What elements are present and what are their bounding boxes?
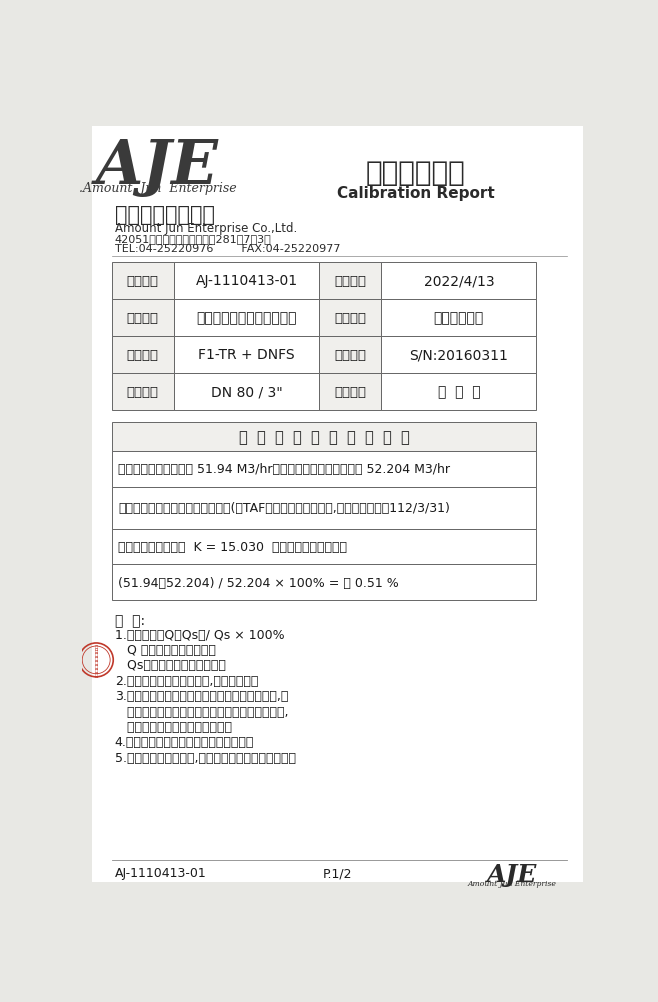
- Text: 校驗日期: 校驗日期: [334, 275, 367, 288]
- Text: 現場受測錄量測數値為 51.94 M3/hr；標準量測計器量測數値為 52.204 M3/hr: 現場受測錄量測數値為 51.94 M3/hr；標準量測計器量測數値為 52.20…: [118, 463, 450, 476]
- Text: 5.現場受測錄設定參數,為儀錶現場受測時內部設定値: 5.現場受測錄設定參數,為儀錶現場受測時內部設定値: [114, 752, 296, 764]
- Text: 現場受測錄設定參數  K = 15.030  ，其器差値計算如下：: 現場受測錄設定參數 K = 15.030 ，其器差値計算如下：: [118, 541, 347, 554]
- Text: (51.94－52.204) / 52.204 × 100% = － 0.51 %: (51.94－52.204) / 52.204 × 100% = － 0.51 …: [118, 576, 399, 589]
- Text: 備  註:: 備 註:: [114, 614, 145, 628]
- Bar: [319, 337, 382, 374]
- Text: Q 為現場受測錄量測數値: Q 為現場受測錄量測數値: [114, 643, 216, 656]
- Bar: [382, 263, 536, 300]
- Text: 2022/4/13: 2022/4/13: [424, 274, 494, 288]
- Bar: [174, 300, 319, 337]
- Bar: [112, 529, 536, 565]
- Text: 量: 量: [95, 644, 98, 650]
- Text: 2.報告結果依據使用者規範,判別合格與否: 2.報告結果依據使用者規範,判別合格與否: [114, 674, 258, 687]
- Text: 產品序號: 產品序號: [334, 349, 367, 362]
- Text: 產品名稱: 產品名稱: [334, 312, 367, 325]
- Text: 產品型號: 產品型號: [127, 349, 159, 362]
- Text: 現  場  校  驗  校  正  相  關  資  訊: 現 場 校 驗 校 正 相 關 資 訊: [239, 430, 409, 445]
- Text: Amount Jun Enterprise Co.,Ltd.: Amount Jun Enterprise Co.,Ltd.: [114, 221, 297, 234]
- Bar: [112, 300, 174, 337]
- Text: 3.現場核驗校正方法採流量動態流動時同步拍攝,取: 3.現場核驗校正方法採流量動態流動時同步拍攝,取: [114, 689, 288, 702]
- Text: 轉子式流量計: 轉子式流量計: [434, 311, 484, 325]
- Text: 有: 有: [95, 659, 98, 665]
- Bar: [112, 487, 536, 529]
- Bar: [174, 337, 319, 374]
- Bar: [174, 374, 319, 410]
- Text: 林  孟  傑: 林 孟 傑: [438, 385, 480, 399]
- Bar: [112, 565, 536, 600]
- Text: 司: 司: [95, 671, 98, 677]
- Bar: [112, 423, 536, 452]
- Bar: [112, 263, 174, 300]
- Text: 限: 限: [95, 663, 98, 669]
- Text: AJE: AJE: [96, 137, 219, 197]
- Text: S/N:20160311: S/N:20160311: [409, 348, 509, 362]
- Text: 得現場受測錄量測數値及標準量測計器量測數値,: 得現場受測錄量測數値及標準量測計器量測數値,: [114, 704, 288, 717]
- Text: DN 80 / 3": DN 80 / 3": [211, 385, 282, 399]
- Text: 公: 公: [95, 667, 98, 673]
- Text: Calibration Report: Calibration Report: [337, 185, 494, 200]
- Bar: [174, 263, 319, 300]
- Bar: [382, 337, 536, 374]
- Text: 4.現場量測數値同步拍攝取樣照片如下頁: 4.現場量測數値同步拍攝取樣照片如下頁: [114, 735, 254, 748]
- Bar: [319, 374, 382, 410]
- Text: AJ-1110413-01: AJ-1110413-01: [114, 867, 207, 880]
- Text: AJE: AJE: [488, 862, 538, 886]
- Text: 鈞: 鈞: [95, 648, 98, 653]
- Text: 1.器差値＝（Q－Qs）/ Qs × 100%: 1.器差値＝（Q－Qs）/ Qs × 100%: [114, 628, 284, 641]
- Text: 產品尺寸: 產品尺寸: [127, 386, 159, 398]
- Bar: [382, 300, 536, 337]
- Text: 再依據取得數値進行器差値計算: 再依據取得數値進行器差値計算: [114, 720, 232, 733]
- Text: 企: 企: [95, 652, 98, 657]
- Bar: [112, 374, 174, 410]
- Text: 校驗人員: 校驗人員: [334, 386, 367, 398]
- Bar: [112, 337, 174, 374]
- Text: TEL:04-25220976        FAX:04-25220977: TEL:04-25220976 FAX:04-25220977: [114, 243, 340, 254]
- Text: F1-TR + DNFS: F1-TR + DNFS: [198, 348, 295, 362]
- Text: 標準量測計器攜帶型超音波流量計(経TAF認可校正實驗室認證,認證有效期限至112/3/31): 標準量測計器攜帶型超音波流量計(経TAF認可校正實驗室認證,認證有效期限至112…: [118, 502, 450, 515]
- Text: 國立彰化師範大學富山校區: 國立彰化師範大學富山校區: [196, 311, 297, 325]
- Text: 42051台中市豐原區園環東路281巷7弹3號: 42051台中市豐原區園環東路281巷7弹3號: [114, 233, 272, 243]
- Text: AJ-1110413-01: AJ-1110413-01: [195, 274, 297, 288]
- Text: 校驗校正報告: 校驗校正報告: [366, 158, 465, 186]
- Bar: [319, 300, 382, 337]
- Text: 業: 業: [95, 656, 98, 661]
- Text: 報告序號: 報告序號: [127, 275, 159, 288]
- Text: P.1/2: P.1/2: [322, 867, 352, 880]
- Bar: [112, 452, 536, 487]
- Text: Qs為標準量測計器量測數値: Qs為標準量測計器量測數値: [114, 658, 226, 671]
- Text: Amount Jun Enterprise: Amount Jun Enterprise: [468, 879, 557, 887]
- Text: .Amount  Jun  Enterprise: .Amount Jun Enterprise: [78, 181, 236, 194]
- Text: 量鹈企業有限公司: 量鹈企業有限公司: [114, 204, 215, 224]
- Bar: [382, 374, 536, 410]
- Text: 校驗客戶: 校驗客戶: [127, 312, 159, 325]
- Bar: [319, 263, 382, 300]
